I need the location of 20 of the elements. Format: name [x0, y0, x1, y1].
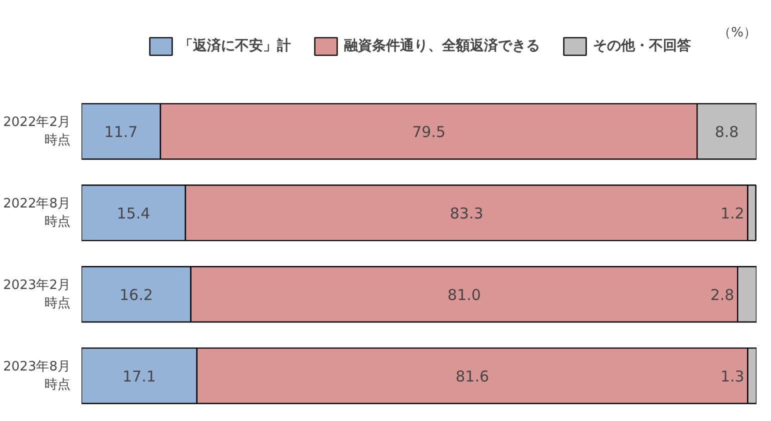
data-label: 8.8	[714, 122, 739, 141]
data-label: 17.1	[122, 367, 156, 386]
legend-label: 融資条件通り、全額返済できる	[344, 37, 540, 55]
data-label: 1.2	[720, 204, 744, 222]
data-label: 81.0	[448, 286, 481, 304]
data-label: 1.3	[720, 367, 744, 386]
legend-label: 「返済に不安」計	[179, 37, 291, 55]
data-label: 16.2	[119, 286, 153, 304]
data-label: 83.3	[450, 204, 484, 222]
legend-label: その他・不回答	[593, 37, 691, 55]
y-tick-label: 2022年8月時点	[3, 196, 71, 230]
y-tick-label: 2022年2月時点	[3, 114, 71, 148]
y-tick-label: 2023年2月時点	[3, 278, 71, 311]
data-label: 11.7	[104, 122, 138, 141]
y-tick-label: 2023年8月時点	[3, 359, 71, 392]
data-label: 81.6	[456, 367, 490, 386]
text: （%）	[718, 26, 757, 40]
data-label: 2.8	[710, 286, 734, 304]
data-label: 79.5	[412, 122, 446, 141]
data-label: 15.4	[116, 204, 150, 222]
